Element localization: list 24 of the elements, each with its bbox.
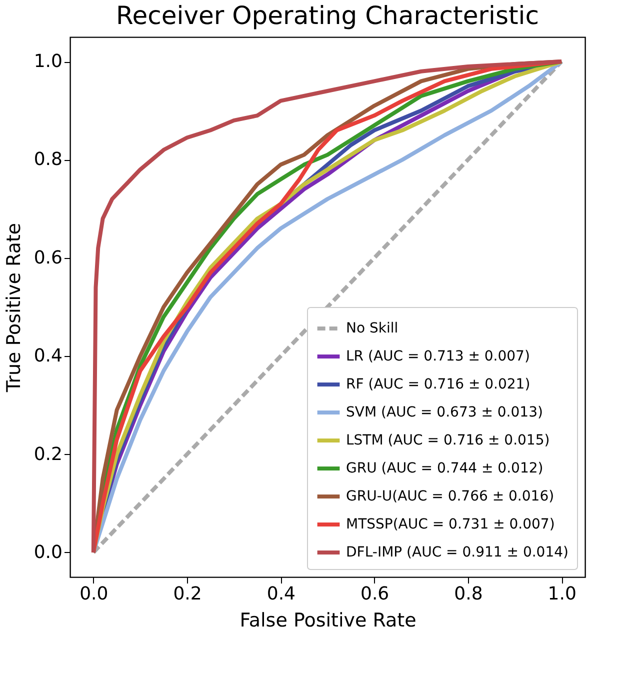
legend-label: LSTM (AUC = 0.716 ± 0.015) — [346, 432, 550, 448]
legend-label: LR (AUC = 0.713 ± 0.007) — [346, 348, 530, 364]
y-tick-label: 0.0 — [34, 542, 62, 563]
y-tick-label: 0.4 — [34, 346, 62, 367]
y-tick-label: 0.8 — [34, 149, 62, 170]
legend-label: MTSSP(AUC = 0.731 ± 0.007) — [346, 516, 555, 532]
x-tick-label: 0.8 — [454, 584, 483, 604]
chart-title: Receiver Operating Characteristic — [116, 1, 539, 30]
x-axis-title: False Positive Rate — [240, 610, 416, 632]
legend-label: SVM (AUC = 0.673 ± 0.013) — [346, 404, 543, 420]
x-tick-label: 0.2 — [173, 584, 202, 604]
x-tick-label: 0.6 — [360, 584, 390, 604]
x-tick-label: 1.0 — [548, 584, 576, 604]
legend-label: No Skill — [346, 320, 398, 336]
y-tick-label: 0.2 — [34, 444, 62, 465]
y-axis-title: True Positive Rate — [2, 222, 25, 394]
legend-label: DFL-IMP (AUC = 0.911 ± 0.014) — [346, 544, 568, 560]
y-tick-label: 0.6 — [34, 247, 62, 268]
x-tick-label: 0.0 — [80, 584, 108, 604]
legend-label: GRU (AUC = 0.744 ± 0.012) — [346, 460, 544, 476]
legend-label: RF (AUC = 0.716 ± 0.021) — [346, 376, 530, 392]
y-tick-label: 1.0 — [34, 51, 62, 72]
legend-label: GRU-U(AUC = 0.766 ± 0.016) — [346, 488, 554, 504]
x-tick-label: 0.4 — [266, 584, 296, 604]
